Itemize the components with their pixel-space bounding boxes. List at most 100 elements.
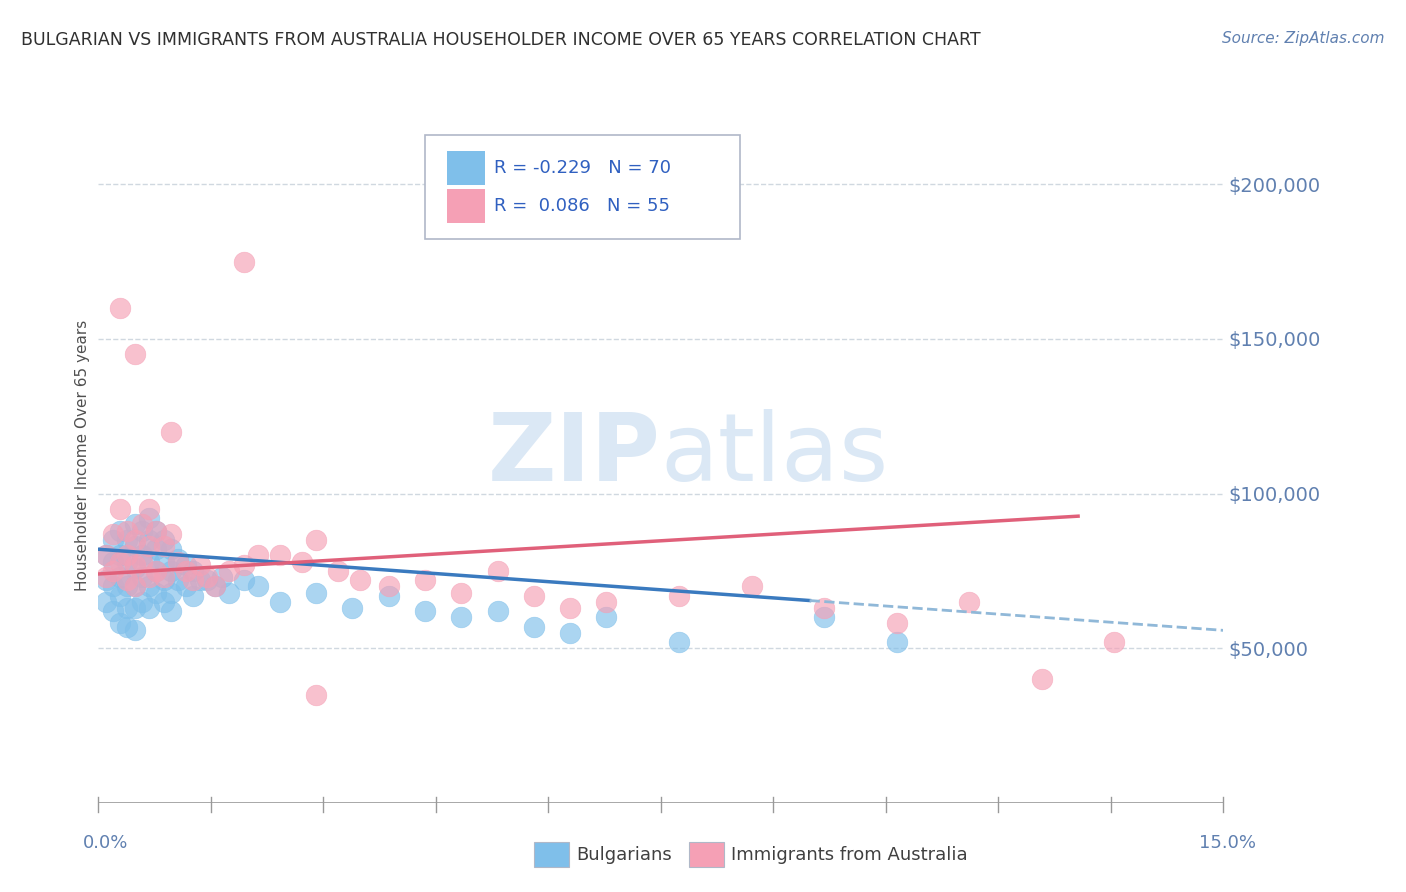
Point [152, 539, 174, 553]
Point [269, 549, 291, 563]
Point [174, 558, 197, 572]
Point [124, 533, 146, 547]
Point [305, 585, 328, 599]
Point [94, 549, 117, 563]
Point [145, 564, 167, 578]
Point [741, 579, 763, 593]
Point [101, 555, 124, 569]
FancyBboxPatch shape [447, 151, 485, 185]
Point [152, 555, 174, 569]
Point [305, 533, 328, 547]
Text: BULGARIAN VS IMMIGRANTS FROM AUSTRALIA HOUSEHOLDER INCOME OVER 65 YEARS CORRELAT: BULGARIAN VS IMMIGRANTS FROM AUSTRALIA H… [21, 31, 981, 49]
Point [131, 549, 153, 563]
Point [131, 570, 153, 584]
FancyBboxPatch shape [425, 135, 740, 239]
Point [247, 549, 270, 563]
Point [145, 524, 167, 538]
Point [117, 601, 139, 615]
Point [167, 551, 190, 566]
Point [117, 579, 139, 593]
Point [886, 635, 908, 649]
Point [232, 558, 254, 572]
Point [377, 589, 399, 603]
Point [108, 570, 131, 584]
Point [813, 610, 835, 624]
Point [117, 555, 139, 569]
Point [145, 542, 167, 557]
Point [886, 616, 908, 631]
Point [138, 511, 160, 525]
Point [211, 570, 233, 584]
Point [269, 595, 291, 609]
Point [152, 595, 174, 609]
Point [181, 589, 204, 603]
Point [138, 533, 160, 547]
Text: ZIP: ZIP [488, 409, 661, 501]
Point [152, 573, 174, 587]
Point [124, 601, 146, 615]
Point [152, 533, 174, 547]
Point [523, 589, 546, 603]
Point [558, 601, 581, 615]
Point [247, 579, 270, 593]
Text: 0.0%: 0.0% [83, 834, 128, 852]
Point [124, 579, 146, 593]
Point [124, 561, 146, 575]
Point [188, 558, 211, 572]
Point [595, 595, 617, 609]
Point [94, 595, 117, 609]
Point [101, 526, 124, 541]
Point [181, 564, 204, 578]
Point [108, 589, 131, 603]
Point [181, 573, 204, 587]
Point [131, 595, 153, 609]
Point [124, 539, 146, 553]
Point [124, 579, 146, 593]
Point [94, 570, 117, 584]
FancyBboxPatch shape [447, 189, 485, 223]
Point [101, 579, 124, 593]
Point [486, 604, 509, 618]
Point [117, 573, 139, 587]
Point [152, 570, 174, 584]
Point [160, 542, 183, 557]
Point [160, 604, 183, 618]
Point [349, 573, 371, 587]
Point [138, 502, 160, 516]
Point [232, 254, 254, 268]
Point [117, 619, 139, 633]
Point [218, 564, 240, 578]
Point [326, 564, 349, 578]
Point [218, 585, 240, 599]
Point [160, 564, 183, 578]
Point [160, 425, 183, 439]
Text: Bulgarians: Bulgarians [576, 846, 672, 863]
Point [1104, 635, 1126, 649]
Point [595, 610, 617, 624]
Point [174, 564, 197, 578]
Point [486, 564, 509, 578]
Point [413, 604, 436, 618]
Text: 15.0%: 15.0% [1199, 834, 1256, 852]
Point [450, 610, 472, 624]
Point [124, 558, 146, 572]
Point [160, 526, 183, 541]
Point [117, 524, 139, 538]
Point [291, 555, 314, 569]
Point [232, 573, 254, 587]
Point [204, 579, 226, 593]
Point [117, 549, 139, 563]
Point [167, 573, 190, 587]
Point [131, 524, 153, 538]
Point [413, 573, 436, 587]
Point [167, 555, 190, 569]
Point [342, 601, 364, 615]
Point [668, 635, 690, 649]
Point [138, 601, 160, 615]
Point [145, 585, 167, 599]
Point [117, 533, 139, 547]
Point [108, 524, 131, 538]
Text: R =  0.086   N = 55: R = 0.086 N = 55 [495, 197, 671, 215]
Point [94, 573, 117, 587]
Point [124, 347, 146, 361]
